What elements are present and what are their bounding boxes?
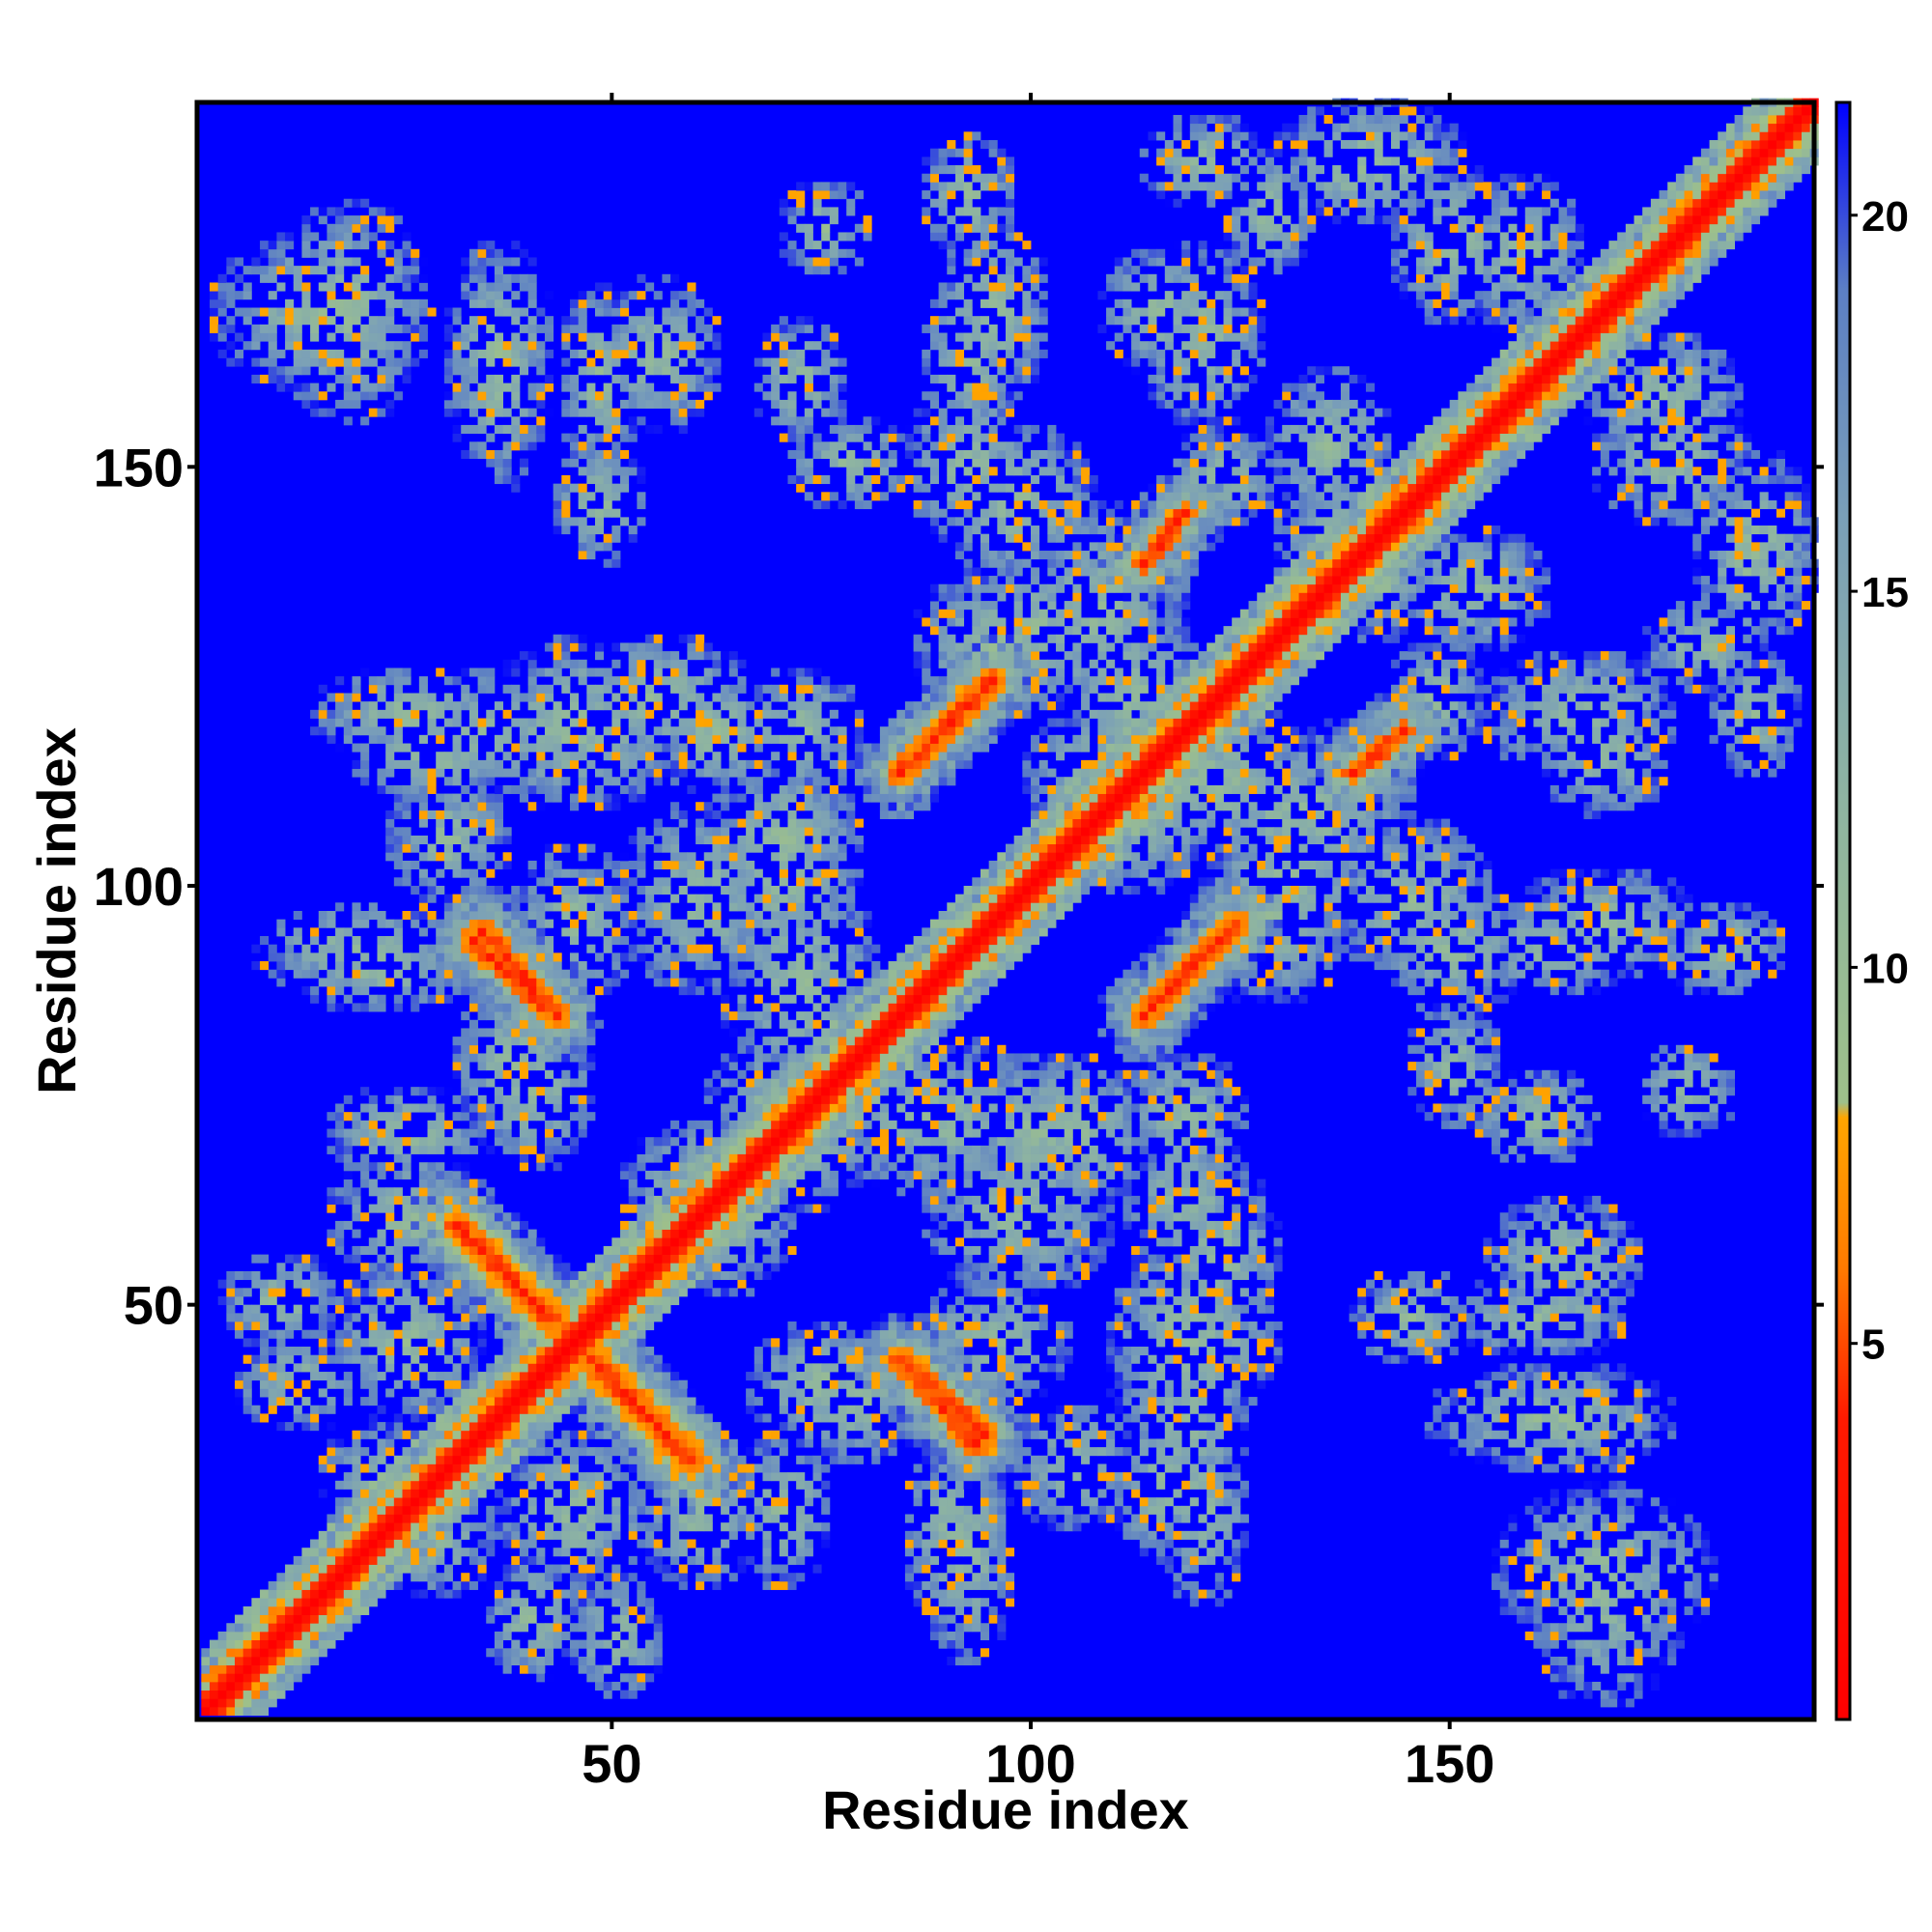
colorbar (1834, 100, 1852, 1721)
y-tick-label: 150 (94, 437, 184, 497)
x-axis: 50 100 150 (582, 93, 1494, 1794)
y-axis: 50 100 150 (94, 437, 1824, 1336)
heatmap-cells (197, 98, 1819, 1719)
colorbar-tick-label: 10 (1861, 945, 1909, 992)
plot-frame (194, 99, 1817, 1722)
x-tick-label: 150 (1405, 1733, 1494, 1794)
colorbar-tick-label: 5 (1861, 1321, 1885, 1369)
colorbar-tick-label: 15 (1861, 569, 1909, 616)
y-tick-label: 50 (124, 1275, 184, 1336)
y-axis-title: Residue index (26, 727, 87, 1094)
x-tick-label: 100 (985, 1733, 1075, 1794)
y-tick-label: 100 (94, 856, 184, 917)
colorbar-tick-label: 20 (1861, 193, 1909, 241)
x-tick-label: 50 (582, 1733, 641, 1794)
colorbar-ticks: 5 10 15 20 (1850, 193, 1909, 1369)
x-axis-title: Residue index (822, 1779, 1189, 1840)
